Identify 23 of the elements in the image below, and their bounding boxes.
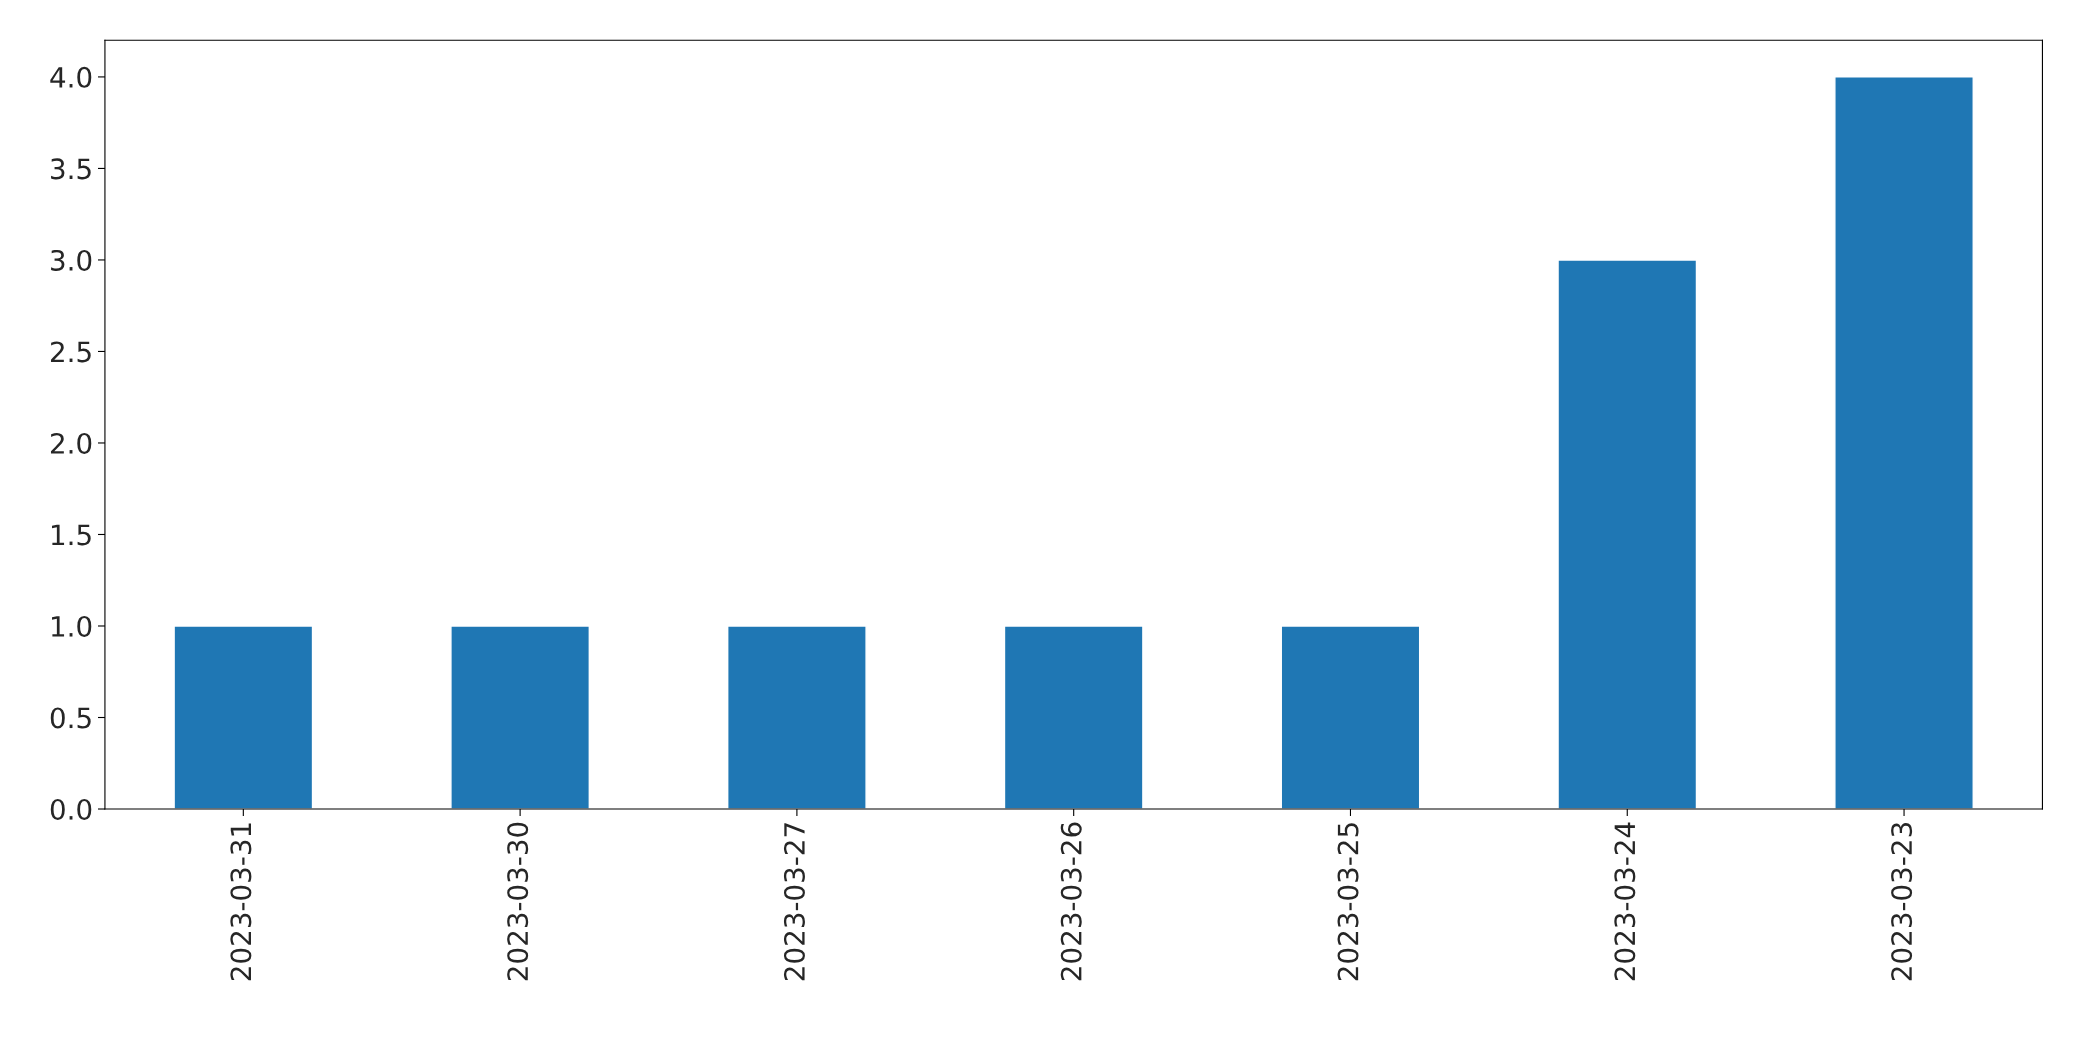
- bar: [1834, 76, 1974, 810]
- bar: [1280, 625, 1421, 810]
- bar: [1557, 259, 1698, 810]
- bar: [727, 625, 867, 810]
- bar: [450, 625, 591, 810]
- y-tick-label: 0.5: [50, 707, 91, 729]
- y-tick-label: 1.0: [52, 615, 92, 637]
- x-tick-label: 2023-03-27: [783, 823, 805, 981]
- y-tick-label: 4.0: [50, 66, 92, 88]
- y-tick-label: 2.0: [50, 432, 92, 454]
- x-tick-label: 2023-03-30: [507, 822, 529, 981]
- y-tick-label: 1.5: [52, 524, 91, 546]
- x-tick-label: 2023-03-25: [1337, 823, 1359, 981]
- x-tick-label: 2023-03-31: [230, 823, 252, 981]
- x-tick-label: 2023-03-24: [1614, 822, 1636, 981]
- x-tick-label: 2023-03-26: [1060, 822, 1082, 981]
- bar: [1003, 625, 1144, 810]
- y-tick-label: 2.5: [50, 341, 91, 363]
- x-tick-label: 2023-03-23: [1891, 823, 1913, 981]
- bar: [173, 625, 314, 810]
- y-tick-label: 0.0: [50, 798, 92, 820]
- y-tick-label: 3.5: [51, 158, 91, 180]
- y-tick-label: 3.0: [51, 249, 92, 271]
